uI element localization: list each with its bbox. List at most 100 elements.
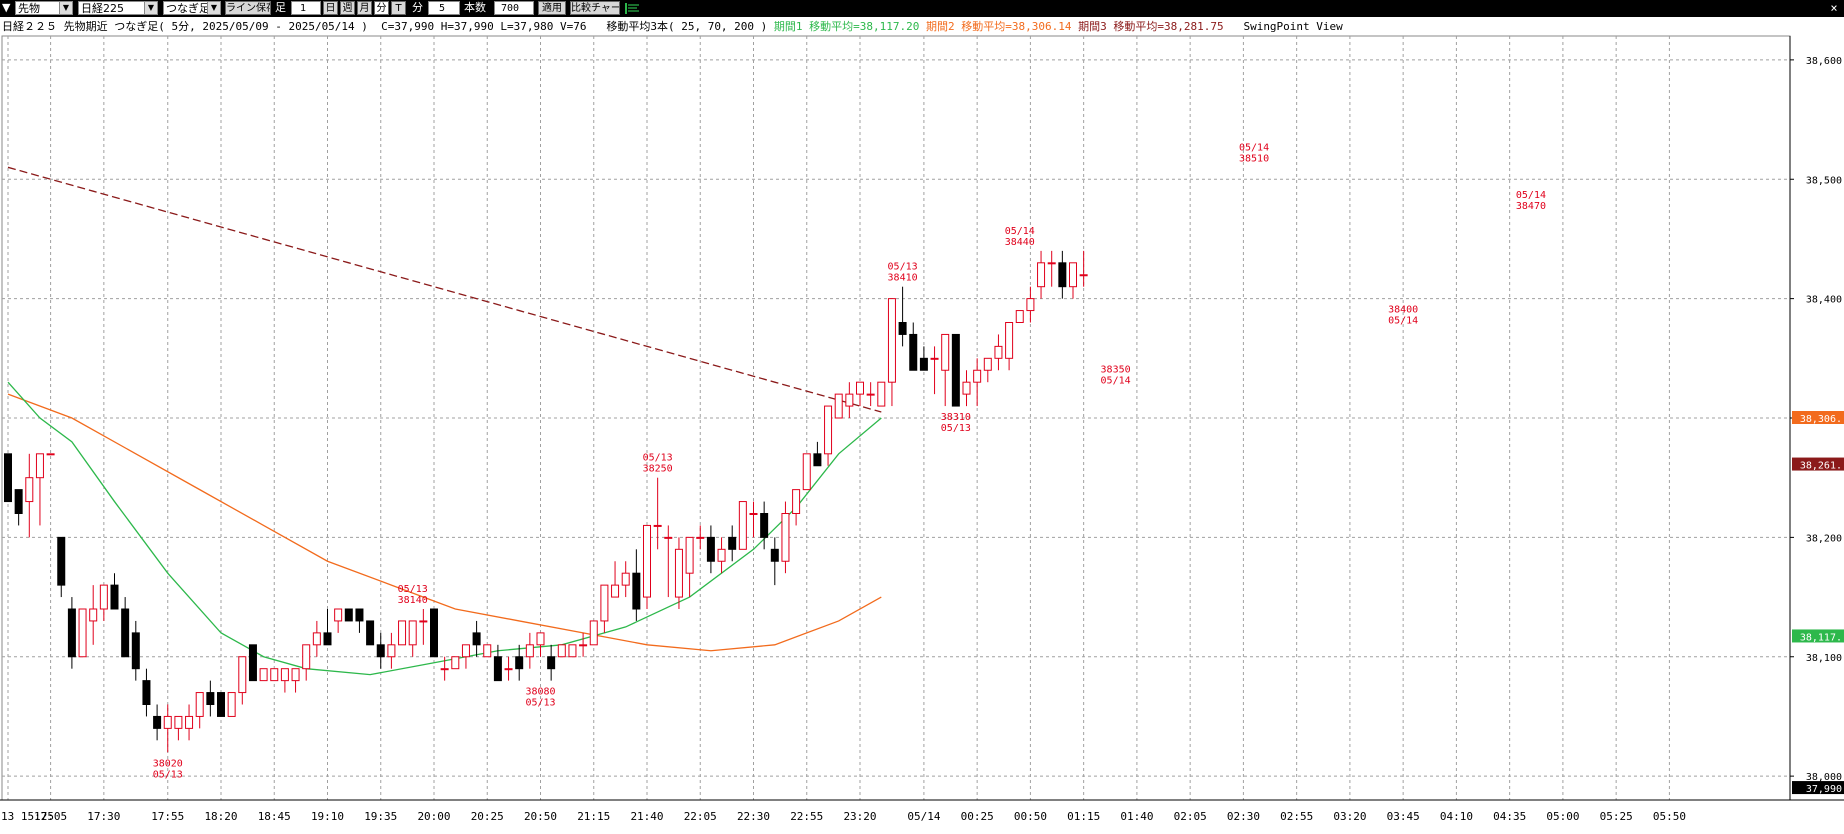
instrument-value: 先物 [18, 2, 40, 15]
candle-body [312, 632, 321, 646]
candle-body [99, 584, 108, 610]
candle [1079, 250, 1088, 287]
candle-body [1047, 262, 1056, 265]
menu-arrow-icon[interactable]: ▼ [2, 1, 11, 14]
candle-body [1079, 274, 1088, 277]
candle [770, 537, 779, 586]
candle-body [355, 608, 364, 622]
minute-label: 分 [412, 1, 423, 14]
price-tag [1792, 411, 1844, 424]
y-tick-label: 38,300 [1806, 414, 1842, 425]
candle-body [35, 453, 44, 479]
candle-body [547, 656, 556, 670]
day-button[interactable]: 日 [323, 1, 338, 15]
ma2-line [7, 393, 882, 652]
candles [4, 250, 1088, 753]
candle [643, 524, 651, 609]
candle [973, 358, 982, 407]
tick-button[interactable]: T [391, 1, 406, 15]
close-icon[interactable]: × [1830, 1, 1838, 15]
candle-body [632, 572, 641, 610]
index-select[interactable]: 日経225 ▼ [78, 1, 158, 15]
x-tick-label: 17:05 [34, 810, 67, 823]
swing-label: 05/13 [888, 262, 918, 273]
candle [536, 632, 545, 657]
swing-label: 05/13 [398, 584, 428, 595]
apply-button[interactable]: 適用 [538, 1, 566, 15]
candle [227, 692, 236, 717]
candle-body [163, 715, 172, 729]
candle-body [280, 668, 289, 682]
x-tick-label: 02:30 [1227, 810, 1260, 823]
candle [579, 632, 588, 657]
candle [792, 489, 801, 526]
x-tick-label: 05:25 [1600, 810, 1633, 823]
candle [398, 620, 407, 646]
candle-body [685, 536, 694, 574]
candle [1058, 250, 1067, 299]
swing-label: 05/13 [941, 423, 971, 434]
candle-body [131, 632, 140, 670]
chart-info-line: 日経２２５ 先物期近 つなぎ足( 5分, 2025/05/09 - 2025/0… [2, 20, 1343, 34]
compare-chart-button[interactable]: 比較チャート [570, 1, 620, 15]
y-tick-label: 38,200 [1806, 533, 1842, 544]
candle [344, 608, 353, 622]
save-lines-button[interactable]: ライン保存 [225, 1, 271, 15]
foot-count-input[interactable]: 1 [291, 1, 321, 15]
candle-body [57, 536, 66, 586]
candle-body [185, 715, 194, 729]
chevron-down-icon: ▼ [207, 2, 220, 14]
x-tick-label: 02:55 [1280, 810, 1313, 823]
y-axis: 38,600 38,500 38,400 38,300 38,200 38,100 38,0… [1789, 36, 1844, 800]
candle [1047, 250, 1056, 287]
candle [866, 382, 875, 407]
candle [366, 620, 375, 646]
candle [525, 632, 534, 669]
candle [813, 441, 822, 467]
candle-body [930, 357, 939, 360]
candle [195, 692, 204, 729]
candle-body [408, 620, 417, 646]
candle [600, 584, 609, 633]
candle [994, 334, 1003, 371]
swingpoint-label: SwingPoint View [1223, 20, 1343, 33]
candle [941, 333, 950, 407]
candle [738, 501, 747, 550]
swing-label: 38080 [525, 687, 555, 698]
candle [259, 668, 268, 682]
week-button[interactable]: 週 [340, 1, 355, 15]
minute-button[interactable]: 分 [374, 1, 389, 15]
month-button[interactable]: 月 [357, 1, 372, 15]
candle-body [600, 584, 609, 622]
x-tick-label: 23:20 [843, 810, 876, 823]
instrument-select[interactable]: 先物 ▼ [15, 1, 73, 15]
candle-body [579, 644, 588, 647]
chart-grid [1, 35, 1791, 801]
swing-label: 38410 [888, 273, 918, 284]
candle [674, 537, 683, 609]
chevron-down-icon: ▼ [59, 2, 72, 14]
link-select[interactable]: つなぎ足 ▼ [163, 1, 221, 15]
candle [547, 644, 556, 681]
count-input[interactable]: 700 [494, 1, 534, 15]
candle-body [738, 501, 747, 550]
candle [919, 346, 928, 371]
candle [483, 644, 492, 658]
x-tick-label: 18:20 [204, 810, 237, 823]
candle [153, 704, 162, 741]
indicator-icon[interactable] [624, 2, 640, 15]
y-tick-label: 38,400 [1806, 295, 1842, 306]
candle-body [440, 668, 449, 671]
candle-body [717, 548, 726, 562]
candle [749, 501, 758, 538]
candle-body [792, 489, 801, 514]
x-tick-label: 21:15 [577, 810, 610, 823]
candle-body [25, 477, 34, 503]
interval-input[interactable]: 5 [428, 1, 460, 15]
candle [515, 644, 524, 681]
candle-body [217, 692, 225, 717]
candle-body [206, 692, 215, 705]
ma3-line [7, 166, 882, 413]
